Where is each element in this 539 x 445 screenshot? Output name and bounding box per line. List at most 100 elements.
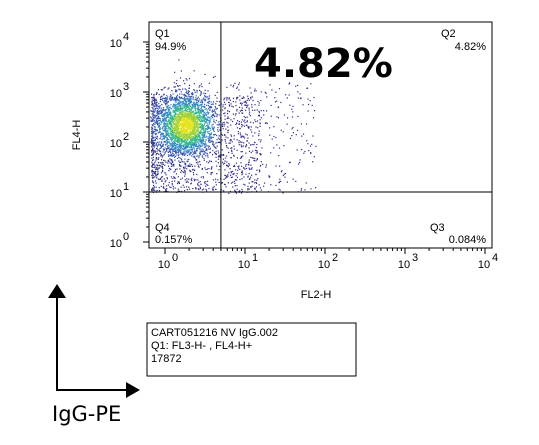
event-dot	[193, 70, 195, 72]
event-dot	[156, 104, 158, 107]
event-dot	[163, 141, 166, 143]
event-dot	[182, 136, 184, 138]
event-dot	[205, 155, 207, 157]
event-dot	[178, 136, 180, 139]
event-dot	[175, 124, 177, 126]
event-dot	[166, 122, 169, 124]
event-dot	[175, 132, 177, 134]
event-dot	[157, 108, 159, 110]
event-dot	[152, 135, 154, 137]
event-dot	[158, 122, 161, 124]
event-dot	[183, 166, 185, 168]
event-dot	[183, 131, 185, 133]
event-dot	[257, 127, 259, 129]
event-dot	[205, 149, 208, 151]
event-dot	[180, 161, 182, 163]
event-dot	[258, 110, 260, 112]
event-dot	[185, 122, 188, 125]
event-dot	[189, 113, 191, 115]
event-dot	[233, 154, 235, 157]
event-dot	[180, 117, 182, 119]
event-dot	[184, 167, 186, 169]
event-dot	[160, 128, 162, 130]
event-dot	[164, 100, 166, 103]
event-dot	[179, 98, 181, 100]
event-dot	[197, 103, 199, 105]
event-dot	[153, 144, 156, 146]
event-dot	[151, 115, 154, 117]
event-dot	[175, 118, 177, 120]
event-dot	[248, 188, 250, 190]
event-dot	[196, 91, 198, 93]
event-dot	[187, 164, 189, 166]
event-dot	[151, 151, 153, 153]
event-dot	[256, 152, 258, 154]
event-dot	[153, 150, 155, 152]
event-dot	[228, 98, 230, 100]
event-dot	[169, 95, 171, 98]
event-dot	[178, 88, 180, 90]
event-dot	[222, 153, 224, 156]
event-dot	[181, 109, 183, 111]
event-dot	[190, 131, 192, 133]
event-dot	[296, 129, 299, 131]
event-dot	[192, 142, 194, 144]
event-dot	[151, 190, 153, 192]
event-dot	[175, 109, 177, 111]
event-dot	[172, 137, 175, 140]
event-dot	[156, 101, 158, 103]
event-dot	[150, 141, 152, 143]
event-dot	[151, 96, 154, 99]
event-dot	[205, 145, 207, 147]
event-dot	[182, 127, 185, 129]
event-dot	[209, 151, 211, 153]
event-dot	[210, 132, 213, 134]
event-dot	[198, 181, 200, 184]
event-dot	[192, 131, 194, 133]
event-dot	[195, 121, 197, 123]
event-dot	[174, 108, 177, 110]
event-dot	[247, 189, 249, 191]
event-dot	[189, 129, 191, 132]
event-dot	[195, 107, 197, 110]
event-dot	[157, 105, 159, 108]
event-dot	[161, 170, 164, 173]
event-dot	[182, 124, 184, 127]
event-dot	[187, 136, 190, 139]
event-dot	[193, 114, 195, 116]
event-dot	[196, 107, 199, 110]
event-dot	[239, 134, 242, 136]
event-dot	[282, 174, 284, 177]
event-dot	[242, 172, 244, 174]
event-dot	[240, 109, 243, 111]
event-dot	[151, 149, 154, 151]
event-dot	[301, 135, 303, 137]
event-dot	[151, 128, 153, 130]
event-dot	[205, 114, 207, 116]
event-dot	[193, 115, 195, 117]
event-dot	[205, 152, 207, 154]
event-dot	[251, 174, 253, 176]
event-dot	[163, 94, 165, 96]
event-dot	[183, 116, 185, 119]
event-dot	[177, 101, 179, 103]
event-dot	[230, 119, 232, 121]
event-dot	[177, 99, 180, 101]
event-dot	[157, 122, 159, 124]
event-dot	[196, 111, 198, 113]
event-dot	[249, 168, 251, 170]
event-dot	[154, 116, 156, 118]
event-dot	[162, 143, 164, 145]
event-dot	[157, 126, 159, 128]
event-dot	[241, 165, 243, 167]
event-dot	[188, 110, 190, 113]
event-dot	[259, 154, 262, 156]
event-dot	[241, 188, 243, 190]
event-dot	[167, 141, 169, 143]
x-tick-exponent: 0	[172, 252, 178, 264]
event-dot	[230, 139, 232, 141]
event-dot	[161, 98, 163, 100]
event-dot	[236, 97, 238, 99]
event-dot	[236, 127, 239, 129]
event-dot	[162, 148, 164, 150]
